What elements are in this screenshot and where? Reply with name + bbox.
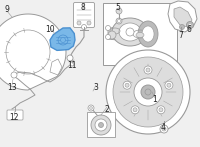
Circle shape: [162, 127, 166, 131]
Circle shape: [95, 119, 107, 131]
Circle shape: [157, 106, 165, 114]
Ellipse shape: [142, 26, 154, 42]
Text: 11: 11: [67, 61, 77, 70]
FancyBboxPatch shape: [103, 3, 177, 65]
Text: 13: 13: [7, 82, 17, 91]
Circle shape: [141, 85, 155, 99]
Polygon shape: [50, 28, 75, 50]
Ellipse shape: [108, 31, 116, 39]
Circle shape: [159, 108, 163, 112]
Circle shape: [116, 8, 122, 14]
Circle shape: [180, 25, 184, 30]
FancyBboxPatch shape: [87, 112, 115, 137]
Circle shape: [106, 50, 190, 134]
Circle shape: [133, 108, 137, 112]
Circle shape: [106, 35, 111, 40]
Text: 6: 6: [187, 25, 191, 34]
Circle shape: [186, 21, 194, 29]
Circle shape: [131, 106, 139, 114]
Circle shape: [123, 81, 131, 89]
Ellipse shape: [112, 18, 148, 46]
Circle shape: [145, 89, 151, 95]
Polygon shape: [0, 14, 66, 90]
Circle shape: [70, 62, 74, 66]
Circle shape: [11, 72, 17, 78]
Circle shape: [106, 25, 111, 30]
Circle shape: [113, 57, 183, 127]
Circle shape: [126, 28, 134, 36]
Text: 8: 8: [81, 2, 85, 11]
Circle shape: [116, 18, 122, 24]
FancyBboxPatch shape: [74, 2, 95, 27]
Text: 12: 12: [9, 112, 19, 122]
Circle shape: [88, 105, 94, 111]
Polygon shape: [168, 1, 197, 32]
Polygon shape: [174, 7, 192, 27]
Circle shape: [77, 21, 81, 25]
Circle shape: [82, 25, 87, 30]
FancyBboxPatch shape: [7, 110, 23, 120]
Polygon shape: [108, 23, 140, 41]
Ellipse shape: [119, 23, 141, 41]
Text: 7: 7: [179, 30, 183, 40]
Circle shape: [144, 66, 152, 74]
Text: 10: 10: [45, 25, 55, 34]
Circle shape: [91, 115, 111, 135]
Text: 1: 1: [153, 96, 157, 105]
Ellipse shape: [136, 32, 144, 37]
Polygon shape: [50, 59, 62, 75]
Text: 5: 5: [116, 2, 120, 11]
Text: 9: 9: [5, 5, 9, 14]
Text: 2: 2: [105, 105, 109, 113]
Circle shape: [90, 106, 93, 110]
Ellipse shape: [138, 21, 158, 47]
Circle shape: [134, 78, 162, 106]
Circle shape: [188, 24, 192, 26]
Text: 4: 4: [161, 122, 165, 132]
Circle shape: [146, 68, 150, 72]
Circle shape: [99, 122, 104, 127]
Circle shape: [125, 83, 129, 87]
Circle shape: [118, 20, 120, 22]
Circle shape: [165, 81, 173, 89]
Circle shape: [61, 37, 66, 42]
Circle shape: [67, 55, 73, 61]
Circle shape: [160, 125, 168, 133]
Circle shape: [87, 21, 91, 25]
Text: 3: 3: [94, 82, 98, 91]
Circle shape: [167, 83, 171, 87]
